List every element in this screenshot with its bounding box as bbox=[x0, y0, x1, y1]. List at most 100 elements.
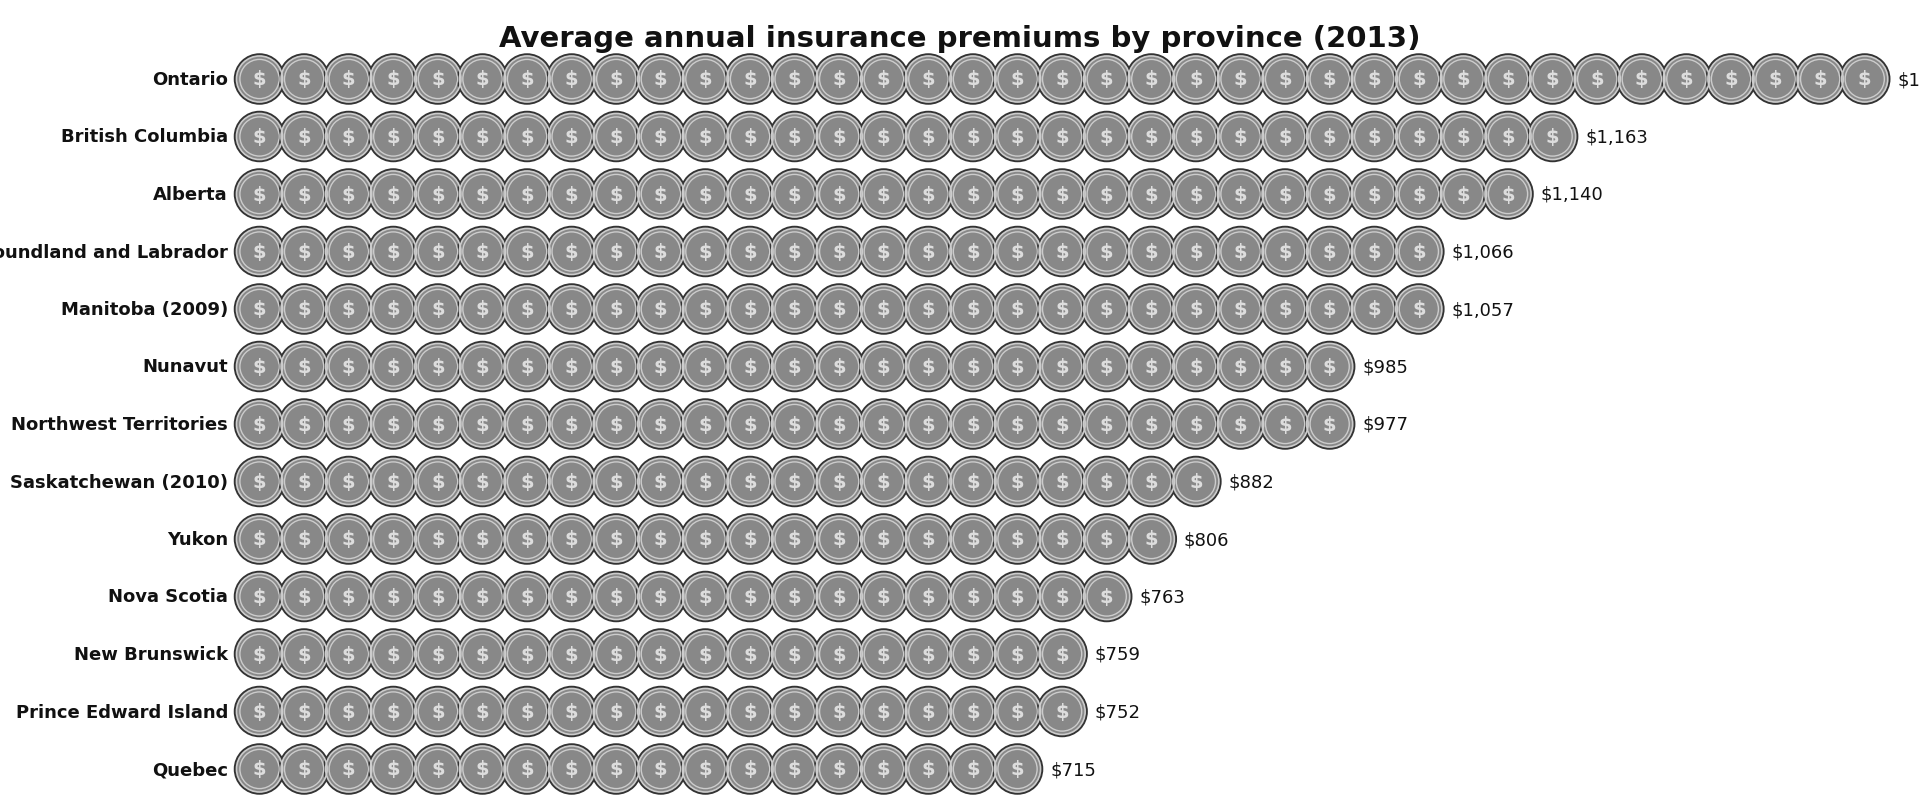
Text: $: $ bbox=[520, 760, 534, 779]
Ellipse shape bbox=[324, 170, 372, 219]
Ellipse shape bbox=[503, 342, 551, 392]
Ellipse shape bbox=[503, 515, 551, 564]
Ellipse shape bbox=[993, 515, 1043, 564]
Text: $: $ bbox=[609, 760, 622, 779]
Ellipse shape bbox=[948, 285, 998, 334]
Text: $: $ bbox=[520, 415, 534, 434]
Text: $: $ bbox=[609, 415, 622, 434]
Ellipse shape bbox=[591, 573, 641, 621]
Ellipse shape bbox=[993, 113, 1043, 162]
Text: $: $ bbox=[655, 300, 668, 319]
Ellipse shape bbox=[234, 457, 284, 506]
Text: $: $ bbox=[609, 530, 622, 549]
Text: $: $ bbox=[1010, 587, 1025, 607]
Ellipse shape bbox=[234, 400, 284, 449]
Text: $882: $882 bbox=[1229, 473, 1275, 491]
Text: $: $ bbox=[1100, 530, 1114, 549]
Text: $: $ bbox=[1367, 300, 1380, 319]
Text: $: $ bbox=[922, 702, 935, 721]
Text: $: $ bbox=[298, 358, 311, 376]
Text: $: $ bbox=[833, 300, 847, 319]
Text: $: $ bbox=[298, 645, 311, 663]
Ellipse shape bbox=[1037, 285, 1087, 334]
Ellipse shape bbox=[1083, 573, 1131, 621]
Ellipse shape bbox=[324, 515, 372, 564]
Ellipse shape bbox=[1037, 228, 1087, 277]
Ellipse shape bbox=[234, 228, 284, 277]
Text: $: $ bbox=[1590, 71, 1603, 89]
Text: $: $ bbox=[432, 300, 445, 319]
Text: $: $ bbox=[1411, 185, 1427, 204]
Text: $: $ bbox=[1323, 185, 1336, 204]
Text: $: $ bbox=[609, 128, 622, 147]
Ellipse shape bbox=[948, 400, 998, 449]
Text: $: $ bbox=[386, 587, 399, 607]
Ellipse shape bbox=[324, 573, 372, 621]
Text: $: $ bbox=[298, 473, 311, 491]
Text: $: $ bbox=[253, 128, 267, 147]
Ellipse shape bbox=[860, 515, 908, 564]
Text: Alberta: Alberta bbox=[154, 186, 228, 204]
Ellipse shape bbox=[948, 457, 998, 506]
Text: $: $ bbox=[432, 358, 445, 376]
Ellipse shape bbox=[904, 515, 952, 564]
Ellipse shape bbox=[413, 342, 463, 392]
Ellipse shape bbox=[1707, 55, 1755, 105]
Ellipse shape bbox=[770, 170, 820, 219]
Ellipse shape bbox=[1037, 457, 1087, 506]
Ellipse shape bbox=[591, 342, 641, 392]
Text: $: $ bbox=[1144, 71, 1158, 89]
Text: $: $ bbox=[1235, 415, 1248, 434]
Text: $: $ bbox=[966, 242, 979, 262]
Ellipse shape bbox=[503, 687, 551, 736]
Ellipse shape bbox=[770, 55, 820, 105]
Text: $: $ bbox=[1010, 473, 1025, 491]
Ellipse shape bbox=[591, 515, 641, 564]
Ellipse shape bbox=[1306, 342, 1354, 392]
Ellipse shape bbox=[459, 228, 507, 277]
Ellipse shape bbox=[860, 629, 908, 679]
Text: $: $ bbox=[476, 760, 490, 779]
Ellipse shape bbox=[591, 285, 641, 334]
Text: $: $ bbox=[922, 415, 935, 434]
Text: $: $ bbox=[655, 587, 668, 607]
Ellipse shape bbox=[993, 687, 1043, 736]
Ellipse shape bbox=[814, 55, 864, 105]
Text: $: $ bbox=[877, 760, 891, 779]
Text: $: $ bbox=[1411, 300, 1427, 319]
Text: $: $ bbox=[743, 530, 756, 549]
Ellipse shape bbox=[1394, 113, 1444, 162]
Ellipse shape bbox=[547, 573, 595, 621]
Text: $: $ bbox=[1010, 185, 1025, 204]
Ellipse shape bbox=[1083, 457, 1131, 506]
Ellipse shape bbox=[324, 744, 372, 793]
Ellipse shape bbox=[413, 457, 463, 506]
Ellipse shape bbox=[547, 285, 595, 334]
Text: $: $ bbox=[476, 358, 490, 376]
Text: $: $ bbox=[966, 128, 979, 147]
Text: $: $ bbox=[609, 473, 622, 491]
Ellipse shape bbox=[1171, 285, 1221, 334]
Text: $: $ bbox=[787, 645, 801, 663]
Text: $: $ bbox=[476, 185, 490, 204]
Ellipse shape bbox=[726, 457, 774, 506]
Ellipse shape bbox=[1484, 170, 1532, 219]
Ellipse shape bbox=[636, 285, 685, 334]
Text: $: $ bbox=[922, 530, 935, 549]
Text: $: $ bbox=[1323, 415, 1336, 434]
Text: $: $ bbox=[253, 530, 267, 549]
Text: $: $ bbox=[386, 300, 399, 319]
Text: $: $ bbox=[743, 300, 756, 319]
Ellipse shape bbox=[993, 400, 1043, 449]
Ellipse shape bbox=[993, 457, 1043, 506]
Text: $: $ bbox=[386, 702, 399, 721]
Ellipse shape bbox=[948, 342, 998, 392]
Ellipse shape bbox=[993, 285, 1043, 334]
Text: $: $ bbox=[1188, 300, 1202, 319]
Text: $: $ bbox=[564, 587, 578, 607]
Ellipse shape bbox=[1127, 55, 1175, 105]
Ellipse shape bbox=[591, 457, 641, 506]
Text: $: $ bbox=[966, 358, 979, 376]
Text: $: $ bbox=[877, 530, 891, 549]
Text: $: $ bbox=[253, 185, 267, 204]
